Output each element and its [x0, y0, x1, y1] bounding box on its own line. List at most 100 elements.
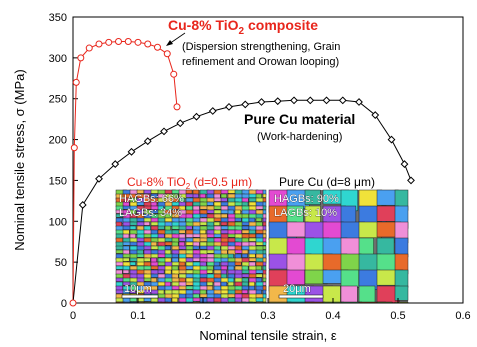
composite-grain: [220, 213, 228, 219]
composite-grain: [199, 221, 208, 226]
composite-grain: [206, 197, 215, 203]
composite-grain: [213, 221, 221, 226]
data-point: [322, 96, 331, 105]
composite-grain: [185, 205, 193, 211]
composite-grain: [171, 233, 180, 239]
composite-grain: [262, 277, 267, 282]
composite-grain: [206, 201, 214, 206]
purecu-grain: [340, 205, 357, 224]
composite-grain: [255, 229, 265, 234]
composite-grain: [241, 213, 249, 219]
composite-grain: [213, 261, 221, 267]
purecu-lagbs: LAGBs: 10%: [274, 207, 337, 219]
composite-grain: [129, 245, 138, 251]
composite-note-line1: (Dispersion strengthening, Grain: [182, 41, 340, 53]
composite-grain: [164, 265, 173, 271]
composite-grain: [122, 265, 131, 271]
composite-grain: [234, 229, 242, 235]
y-tick-label: 150: [49, 175, 67, 187]
composite-grain: [255, 273, 263, 278]
composite-inset-title: Cu-8% TiO2 (d=0.5 μm): [127, 175, 252, 191]
composite-grain: [241, 249, 249, 254]
composite-grain: [255, 217, 262, 222]
composite-grain: [185, 225, 193, 230]
composite-grain: [206, 189, 215, 195]
composite-grain: [234, 241, 242, 247]
composite-grain: [213, 293, 222, 299]
composite-grain: [234, 209, 241, 215]
composite-grain: [227, 281, 235, 287]
composite-grain: [227, 209, 235, 215]
composite-micrograph: [115, 189, 267, 304]
composite-grain: [157, 277, 166, 283]
composite-grain: [157, 293, 166, 299]
composite-grain: [150, 229, 158, 235]
composite-grain: [171, 269, 181, 275]
composite-grain: [192, 293, 200, 299]
origin-point: [69, 299, 77, 307]
composite-grain: [255, 269, 264, 274]
composite-inset-title-subscript: 2: [186, 182, 191, 191]
composite-grain: [129, 261, 136, 266]
composite-annotation: Cu-8% TiO2 composite (Dispersion strengt…: [166, 17, 340, 68]
composite-grain: [199, 245, 208, 250]
composite-grain: [241, 289, 249, 294]
composite-grain: [241, 285, 249, 291]
composite-grain: [136, 253, 145, 258]
composite-grain: [164, 245, 171, 250]
data-point: [407, 176, 415, 185]
composite-grain: [262, 241, 267, 246]
composite-grain: [164, 257, 172, 263]
composite-grain: [248, 229, 256, 234]
composite-grain: [234, 217, 242, 222]
composite-grain: [206, 269, 214, 274]
composite-grain: [220, 205, 229, 211]
composite-grain: [241, 217, 250, 223]
composite-grain: [227, 293, 236, 298]
purecu-grain: [358, 237, 374, 255]
composite-grain: [178, 233, 186, 239]
composite-scale-bar: [121, 294, 159, 299]
data-point: [176, 119, 185, 128]
composite-grain: [178, 237, 186, 242]
composite-grain: [115, 277, 124, 282]
composite-grain: [178, 229, 186, 234]
composite-grain: [157, 281, 166, 287]
composite-grain: [185, 257, 194, 263]
composite-grain: [143, 257, 151, 262]
data-point: [208, 107, 217, 115]
composite-grain: [164, 249, 172, 255]
composite-grain: [150, 297, 159, 303]
data-point: [225, 102, 233, 111]
composite-grain: [122, 269, 130, 274]
data-point: [355, 98, 363, 106]
data-point: [371, 111, 380, 119]
composite-grain: [255, 189, 264, 195]
purecu-grain: [286, 269, 305, 285]
purecu-inset-title: Pure Cu (d=8 μm): [279, 175, 375, 189]
composite-grain: [248, 285, 255, 291]
composite-grain: [262, 285, 267, 291]
composite-grain: [150, 241, 158, 247]
composite-grain: [255, 297, 264, 302]
composite-grain: [157, 261, 166, 266]
purecu-note: (Work-hardening): [257, 131, 342, 143]
composite-grain: [192, 257, 201, 262]
composite-grain: [157, 233, 165, 239]
svg-text:Cu-8% TiO2 composite: Cu-8% TiO2 composite: [168, 17, 318, 37]
purecu-grain: [358, 285, 376, 304]
composite-grain: [199, 265, 208, 271]
purecu-grain: [340, 269, 360, 288]
data-point: [105, 38, 113, 46]
composite-grain: [227, 297, 236, 303]
composite-grain: [178, 277, 186, 283]
composite-grain: [199, 253, 208, 258]
composite-grain: [185, 189, 193, 194]
composite-grain: [213, 209, 222, 214]
data-point: [387, 135, 396, 144]
composite-grain: [178, 261, 186, 267]
micrograph-insets: Cu-8% TiO2 (d=0.5 μm) Pure Cu (d=8 μm) HAG…: [115, 175, 409, 304]
purecu-grain: [340, 253, 362, 271]
composite-grain: [157, 285, 166, 291]
composite-grain: [234, 289, 243, 294]
